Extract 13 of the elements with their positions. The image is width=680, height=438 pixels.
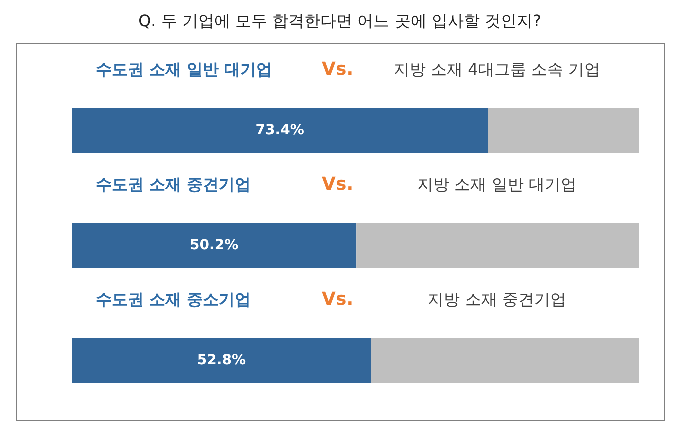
annotation: 지방 소재 4대그룹 소속 기업 [394, 60, 601, 79]
data-label: 52.8% [197, 352, 246, 368]
annotation: Vs. [322, 289, 354, 310]
y-tick-label: 수도권 소재 중견기업 [96, 175, 252, 194]
annotation: Vs. [322, 59, 354, 80]
chart-title: Q. 두 기업에 모두 합격한다면 어느 곳에 입사할 것인지? [138, 12, 542, 30]
annotation: 지방 소재 일반 대기업 [418, 175, 577, 194]
y-tick-label: 수도권 소재 일반 대기업 [96, 60, 273, 79]
annotation: 지방 소재 중견기업 [428, 290, 566, 309]
data-label: 50.2% [190, 238, 239, 254]
data-label: 73.4% [256, 122, 304, 138]
annotation: Vs. [322, 174, 354, 195]
y-tick-label: 수도권 소재 중소기업 [96, 290, 252, 309]
